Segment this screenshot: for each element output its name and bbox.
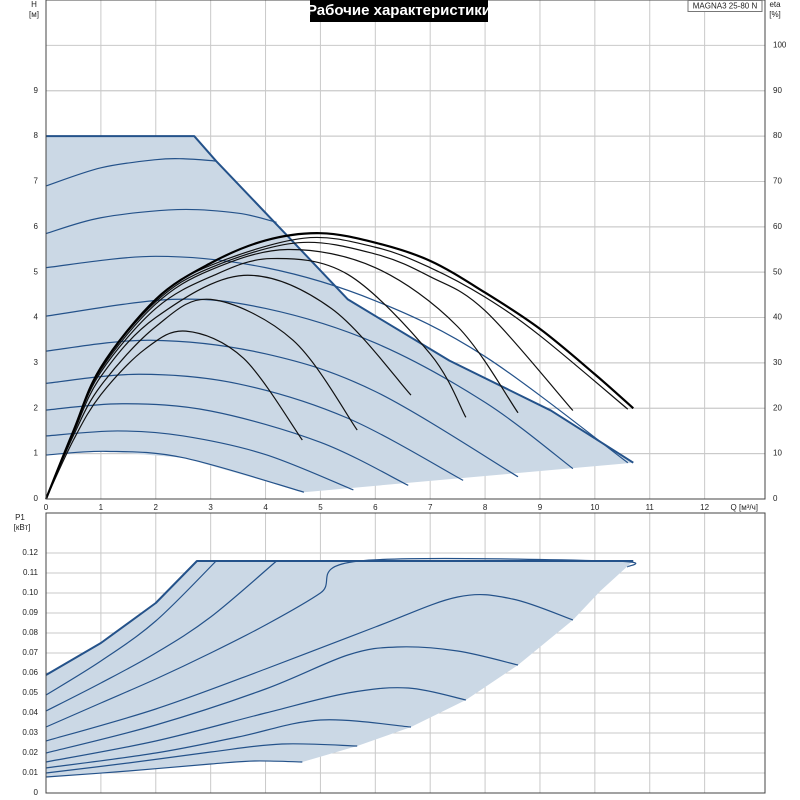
y-tick-label: 0.01 bbox=[22, 768, 38, 777]
x-tick-label: 12 bbox=[700, 503, 709, 512]
y-tick-label: 2 bbox=[34, 403, 39, 412]
y-tick-label: 4 bbox=[34, 313, 39, 322]
y2-tick-label: 60 bbox=[773, 222, 782, 231]
bottom-frame bbox=[45, 512, 766, 794]
model-label: MAGNA3 25-80 N bbox=[693, 2, 758, 11]
x-tick-label: 0 bbox=[44, 503, 49, 512]
y2-tick-label: 30 bbox=[773, 358, 782, 367]
y-tick-label: 0.08 bbox=[22, 628, 38, 637]
chart-title: Рабочие характеристики bbox=[307, 2, 491, 19]
performance-curve bbox=[45, 646, 519, 754]
y2-tick-label: 40 bbox=[773, 313, 782, 322]
y-tick-label: 0.02 bbox=[22, 748, 38, 757]
x-tick-label: 10 bbox=[590, 503, 599, 512]
x-axis-label: Q [м³/ч] bbox=[731, 503, 758, 512]
y-tick-label: 0.04 bbox=[22, 708, 38, 717]
performance-curve bbox=[45, 255, 629, 464]
y2-axis-unit: [%] bbox=[769, 10, 781, 19]
efficiency-curve bbox=[45, 330, 303, 500]
performance-curve bbox=[45, 403, 409, 486]
x-tick-label: 1 bbox=[99, 503, 104, 512]
plots: 0 1 2 3 4 5 6 7 8 9 10 11 12012345678901020304050607… bbox=[22, 0, 787, 797]
performance-curve bbox=[45, 719, 412, 769]
y-tick-label: 0.12 bbox=[22, 548, 38, 557]
performance-curve bbox=[45, 743, 358, 774]
y-axis-unit: [м] bbox=[29, 10, 39, 19]
performance-curve bbox=[45, 560, 277, 712]
y-tick-label: 5 bbox=[34, 267, 39, 276]
y-tick-label: 9 bbox=[34, 86, 39, 95]
x-tick-label: 9 bbox=[538, 503, 543, 512]
y2-tick-label: 50 bbox=[773, 267, 782, 276]
x-tick-label: 7 bbox=[428, 503, 433, 512]
y-tick-label: 0.06 bbox=[22, 668, 38, 677]
y-tick-label: 0.03 bbox=[22, 728, 38, 737]
x-tick-label: 4 bbox=[263, 503, 268, 512]
y-tick-label: 0.09 bbox=[22, 608, 38, 617]
top-frame bbox=[45, 0, 766, 500]
efficiency-curve bbox=[44, 232, 634, 500]
y2-tick-label: 90 bbox=[773, 86, 782, 95]
y-tick-label: 0 bbox=[34, 494, 39, 503]
y-tick-label: 0.05 bbox=[22, 688, 38, 697]
y2-tick-label: 100 bbox=[773, 40, 787, 49]
operating-area bbox=[46, 561, 634, 777]
y-axis-label: P1 bbox=[15, 513, 25, 522]
x-tick-label: 8 bbox=[483, 503, 488, 512]
x-tick-label: 6 bbox=[373, 503, 378, 512]
y2-axis-label: eta bbox=[769, 0, 781, 9]
y-tick-label: 0.07 bbox=[22, 648, 38, 657]
performance-curve bbox=[45, 760, 303, 778]
title-box bbox=[310, 0, 488, 22]
y-tick-label: 0.11 bbox=[23, 568, 39, 577]
y2-tick-label: 20 bbox=[773, 403, 782, 412]
performance-curve bbox=[45, 208, 277, 235]
y-axis-label: H bbox=[31, 0, 37, 9]
y-tick-label: 0 bbox=[34, 788, 39, 797]
y-tick-label: 8 bbox=[34, 131, 39, 140]
performance-curve bbox=[45, 450, 305, 493]
performance-curve bbox=[45, 557, 637, 728]
performance-curve bbox=[45, 687, 466, 763]
model-box bbox=[687, 0, 763, 12]
x-tick-label: 2 bbox=[154, 503, 159, 512]
y-tick-label: 0.10 bbox=[22, 588, 38, 597]
x-tick-label: 5 bbox=[318, 503, 323, 512]
y2-tick-label: 80 bbox=[773, 131, 782, 140]
y-tick-label: 3 bbox=[34, 358, 39, 367]
performance-curve bbox=[46, 135, 634, 464]
performance-curve bbox=[45, 373, 464, 481]
x-tick-label: 3 bbox=[208, 503, 213, 512]
y-tick-label: 1 bbox=[34, 449, 39, 458]
performance-curve bbox=[45, 560, 634, 676]
performance-curve bbox=[45, 157, 217, 187]
efficiency-curve bbox=[45, 298, 358, 500]
y-axis-unit: [кВт] bbox=[14, 523, 31, 532]
y2-tick-label: 0 bbox=[773, 494, 778, 503]
y2-tick-label: 10 bbox=[773, 449, 782, 458]
x-tick-label: 11 bbox=[646, 503, 655, 512]
performance-curve bbox=[45, 593, 574, 742]
performance-curve bbox=[45, 298, 574, 470]
y-tick-label: 7 bbox=[34, 177, 39, 186]
performance-curve bbox=[45, 560, 217, 696]
performance-curve bbox=[45, 430, 354, 491]
y-tick-label: 6 bbox=[34, 222, 39, 231]
y2-tick-label: 70 bbox=[773, 177, 782, 186]
